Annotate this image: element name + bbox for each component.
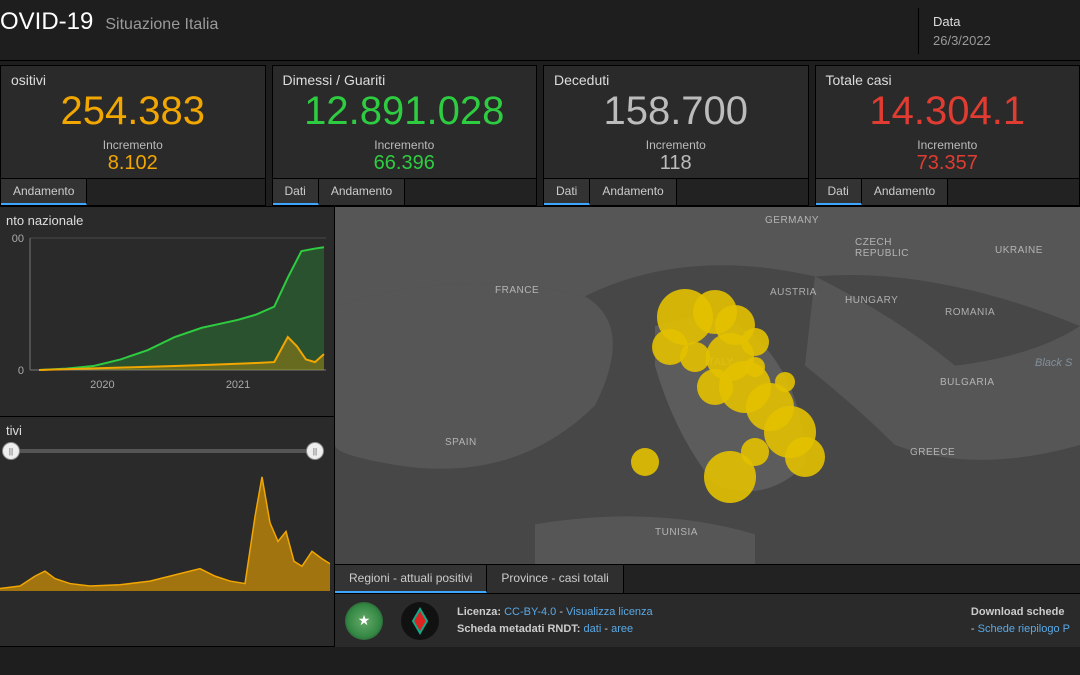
stat-inc-value: 8.102	[11, 152, 255, 174]
meta-link-aree[interactable]: aree	[611, 623, 633, 635]
map-bubble[interactable]	[704, 451, 756, 503]
date-label: Data	[933, 14, 1054, 29]
svg-text:00: 00	[12, 233, 24, 245]
stat-tabs: DatiAndamento	[816, 178, 1080, 205]
svg-text:2020: 2020	[90, 379, 114, 391]
logo-protezione-civile	[401, 602, 439, 640]
logo-italy-emblem: ★	[345, 602, 383, 640]
time-slider[interactable]: || ||	[6, 442, 320, 460]
stat-inc-value: 118	[554, 152, 798, 174]
chart-national-title: nto nazionale	[0, 213, 326, 228]
stat-inc-label: Incremento	[283, 138, 527, 152]
stat-inc-value: 66.396	[283, 152, 527, 174]
stat-tab-totale-dati[interactable]: Dati	[816, 179, 862, 205]
map-bubble[interactable]	[745, 357, 765, 377]
date-block: Data 26/3/2022	[918, 8, 1068, 54]
stat-value: 158.700	[554, 90, 798, 132]
stat-value: 14.304.1	[826, 90, 1070, 132]
footer-download-block: Download schede - Schede riepilogo P	[971, 604, 1070, 637]
map[interactable]: Esri, HERE, Garmin, USGS P GERMANYCZECHR…	[335, 207, 1080, 564]
right-column: Esri, HERE, Garmin, USGS P GERMANYCZECHR…	[335, 207, 1080, 647]
stat-tab-totale-andamento[interactable]: Andamento	[862, 179, 948, 205]
stat-tab-guariti-dati[interactable]: Dati	[273, 179, 319, 205]
map-bubble[interactable]	[775, 372, 795, 392]
header: OVID-19 Situazione Italia Data 26/3/2022	[0, 0, 1080, 61]
map-tabs: Regioni - attuali positiviProvince - cas…	[335, 564, 1080, 593]
stat-label: ositivi	[11, 72, 255, 88]
stat-value: 12.891.028	[283, 90, 527, 132]
map-bubble[interactable]	[785, 437, 825, 477]
chart-positivi[interactable]	[0, 464, 330, 604]
map-sea-label: Black S	[1035, 357, 1072, 369]
stat-tabs: Andamento	[1, 178, 265, 205]
stat-card-positivi: ositivi 254.383 Incremento 8.102 Andamen…	[0, 65, 266, 206]
footer-license-block: Licenza: CC-BY-4.0 - Visualizza licenza …	[457, 604, 653, 637]
stat-label: Deceduti	[554, 72, 798, 88]
footer: ★ Licenza: CC-BY-4.0 - Visualizza licenz…	[335, 593, 1080, 647]
stat-tab-deceduti-andamento[interactable]: Andamento	[590, 179, 676, 205]
stat-inc-label: Incremento	[554, 138, 798, 152]
stat-inc-value: 73.357	[826, 152, 1070, 174]
stat-tab-deceduti-dati[interactable]: Dati	[544, 179, 590, 205]
left-column: nto nazionale 00020202021 tivi || ||	[0, 207, 335, 647]
stat-inc-label: Incremento	[11, 138, 255, 152]
stat-tab-guariti-andamento[interactable]: Andamento	[319, 179, 405, 205]
page-subtitle: Situazione Italia	[105, 16, 218, 34]
slider-handle-left[interactable]: ||	[2, 442, 20, 460]
meta-link-dati[interactable]: dati	[584, 623, 602, 635]
license-label: Licenza:	[457, 606, 501, 618]
stat-value: 254.383	[11, 90, 255, 132]
svg-text:2021: 2021	[226, 379, 250, 391]
download-label: Download schede	[971, 606, 1065, 618]
stat-card-guariti: Dimessi / Guariti 12.891.028 Incremento …	[272, 65, 538, 206]
stat-card-deceduti: Deceduti 158.700 Incremento 118 DatiAnda…	[543, 65, 809, 206]
slider-track	[6, 449, 320, 453]
title-block: OVID-19 Situazione Italia	[0, 8, 218, 36]
chart-positivi-panel: tivi || ||	[0, 417, 334, 647]
stat-inc-label: Incremento	[826, 138, 1070, 152]
download-link[interactable]: Schede riepilogo P	[978, 623, 1070, 635]
slider-handle-right[interactable]: ||	[306, 442, 324, 460]
main-row: nto nazionale 00020202021 tivi || || Esr…	[0, 207, 1080, 647]
stat-label: Dimessi / Guariti	[283, 72, 527, 88]
stat-card-totale: Totale casi 14.304.1 Incremento 73.357 D…	[815, 65, 1080, 206]
map-bubble[interactable]	[631, 448, 659, 476]
stat-tab-positivi-andamento[interactable]: Andamento	[1, 179, 87, 205]
page-title: OVID-19	[0, 8, 93, 36]
chart-national-panel: nto nazionale 00020202021	[0, 207, 334, 417]
stat-tabs: DatiAndamento	[273, 178, 537, 205]
svg-text:0: 0	[18, 365, 24, 377]
chart-positivi-title: tivi	[0, 423, 326, 438]
stat-tabs: DatiAndamento	[544, 178, 808, 205]
map-bubble[interactable]	[741, 328, 769, 356]
stats-row: ositivi 254.383 Incremento 8.102 Andamen…	[0, 61, 1080, 207]
map-tab[interactable]: Regioni - attuali positivi	[335, 565, 487, 593]
license-link[interactable]: CC-BY-4.0	[504, 606, 556, 618]
date-value: 26/3/2022	[933, 33, 1054, 48]
stat-label: Totale casi	[826, 72, 1070, 88]
meta-label: Scheda metadati RNDT:	[457, 623, 580, 635]
license-view-link[interactable]: Visualizza licenza	[566, 606, 653, 618]
map-tab[interactable]: Province - casi totali	[487, 565, 623, 593]
chart-national[interactable]: 00020202021	[0, 232, 330, 402]
